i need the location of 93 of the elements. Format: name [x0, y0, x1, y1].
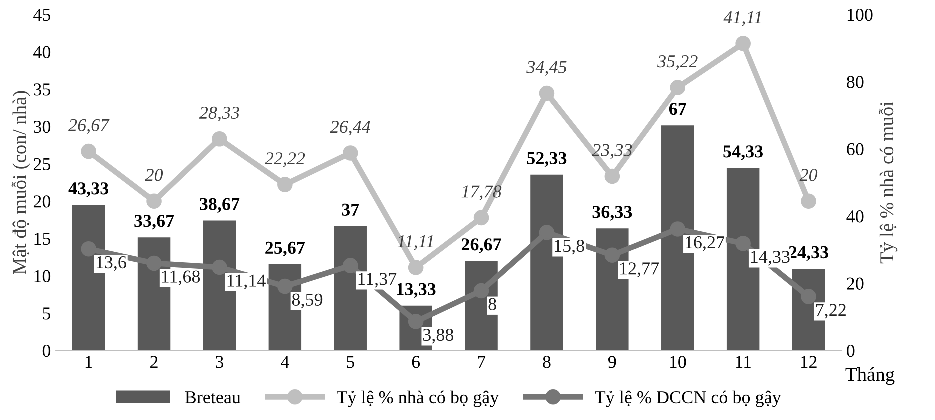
- x-tick-label: 6: [412, 356, 420, 368]
- y-tick-label: 5: [43, 308, 51, 320]
- data-label: 25,67: [266, 242, 306, 257]
- data-label: 33,67: [134, 215, 174, 230]
- x-tick-label: 5: [347, 356, 354, 368]
- y2-axis-title: Tỷ lệ % nhà có muỗi: [879, 102, 898, 264]
- y-tick-label: 30: [34, 120, 51, 134]
- x-tick-label: 9: [608, 356, 616, 368]
- y-tick-label: 35: [34, 84, 51, 96]
- y-tick-label: 25: [34, 158, 51, 170]
- point: [212, 132, 228, 147]
- data-label: 54,33: [724, 146, 764, 160]
- data-label: 11,68: [162, 270, 200, 286]
- data-label: 8: [488, 298, 496, 310]
- data-label: 12,77: [620, 262, 660, 278]
- data-label: 16,27: [686, 236, 725, 252]
- data-label: 26,67: [462, 238, 502, 254]
- data-label: 38,67: [200, 198, 240, 213]
- data-label: 11,37: [358, 273, 397, 288]
- x-tick-label: 4: [281, 356, 290, 368]
- point: [146, 194, 162, 210]
- point: [408, 260, 424, 276]
- data-label: 35,22: [658, 55, 698, 70]
- data-label: 14,33: [751, 250, 790, 266]
- data-label: 41,11: [724, 12, 762, 26]
- data-label: 13,6: [96, 256, 126, 272]
- point: [146, 256, 162, 272]
- point: [212, 260, 228, 276]
- data-label: 67: [669, 103, 686, 116]
- data-label: 17,78: [462, 186, 502, 200]
- point: [801, 194, 816, 210]
- y2-tick-label: 100: [848, 8, 873, 22]
- point: [604, 168, 620, 184]
- data-label: 43,33: [68, 182, 109, 198]
- x-tick-label: 10: [670, 356, 686, 368]
- point: [342, 146, 358, 161]
- data-label: 20: [800, 169, 818, 182]
- y-axis-title: Mật độ muỗi (con/ nhà): [12, 91, 30, 274]
- y-tick-label: 10: [34, 270, 51, 282]
- data-label: 7,22: [816, 304, 846, 319]
- point: [670, 222, 686, 237]
- data-label: 52,33: [527, 152, 567, 168]
- y-tick-label: 15: [34, 233, 51, 246]
- y-tick-label: 20: [34, 196, 51, 208]
- data-label: 26,67: [68, 119, 110, 134]
- x-tick-label: 12: [801, 356, 817, 368]
- legend-label: Tỷ lệ % DCCN có bọ gậy: [595, 390, 782, 408]
- point: [604, 248, 620, 263]
- legend-label: Tỷ lệ % nhà có bọ gậy: [337, 390, 500, 408]
- y-tick-label: 40: [34, 46, 51, 58]
- point: [81, 242, 96, 257]
- data-label: 26,44: [330, 121, 371, 136]
- point: [736, 36, 751, 52]
- point: [474, 283, 490, 299]
- y-tick-label: 0: [42, 344, 51, 358]
- x-tick-label: 3: [216, 356, 224, 368]
- y-tick-label: 45: [34, 9, 51, 22]
- y2-tick-label: 40: [846, 210, 864, 223]
- point: [736, 236, 751, 252]
- point: [278, 177, 293, 192]
- y2-tick-label: 20: [847, 278, 864, 290]
- x-tick-label: 1: [86, 356, 92, 368]
- point: [539, 86, 555, 102]
- data-label: 37: [342, 204, 360, 216]
- data-label: 8,59: [292, 294, 323, 309]
- point: [342, 258, 358, 274]
- point: [278, 278, 293, 294]
- point: [81, 144, 96, 160]
- data-label: 23,33: [592, 144, 632, 160]
- data-label: 13,33: [397, 283, 436, 298]
- x-tick-label: 2: [150, 356, 158, 368]
- y2-tick-label: 0: [847, 344, 855, 358]
- data-label: 11,14: [228, 274, 266, 290]
- x-tick-label: 7: [478, 356, 486, 368]
- data-label: 36,33: [592, 206, 632, 221]
- data-label: 24,33: [789, 246, 828, 262]
- y2-tick-label: 60: [847, 143, 864, 156]
- data-label: 20: [145, 169, 164, 182]
- x-tick-label: 11: [736, 356, 751, 368]
- y2-tick-label: 80: [847, 76, 864, 88]
- legend-label: Breteau: [185, 392, 241, 404]
- point: [474, 210, 490, 226]
- data-label: 28,33: [199, 106, 240, 122]
- point: [539, 225, 555, 240]
- data-label: 11,11: [398, 236, 434, 250]
- point: [670, 80, 686, 96]
- x-axis-title: Tháng: [846, 368, 895, 386]
- data-label: 15,8: [555, 240, 584, 255]
- data-label: 34,45: [526, 61, 567, 76]
- point: [801, 289, 816, 304]
- data-label: 22,22: [264, 152, 306, 168]
- x-tick-label: 8: [543, 356, 551, 368]
- data-label: 3,88: [423, 328, 454, 344]
